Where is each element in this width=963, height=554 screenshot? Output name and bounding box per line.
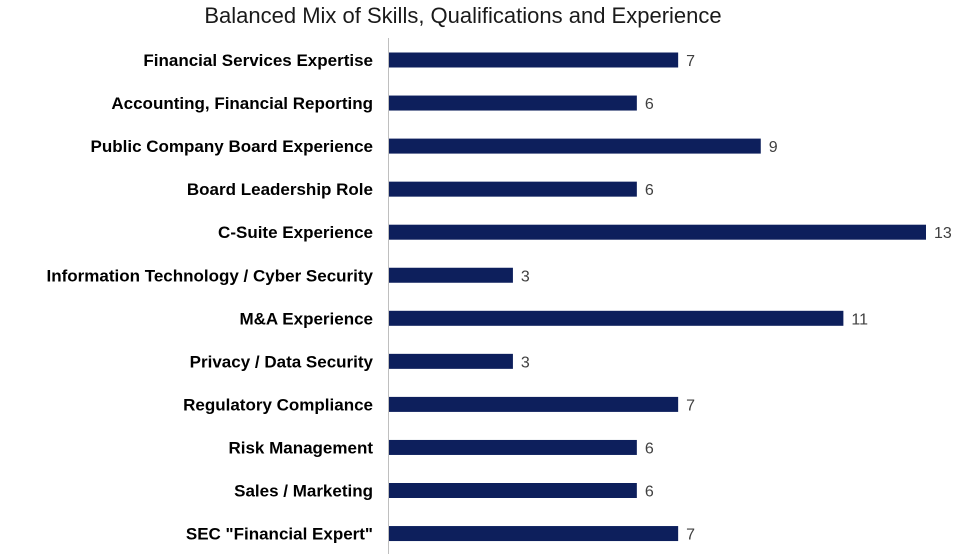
category-label: Accounting, Financial Reporting bbox=[111, 94, 373, 113]
bar bbox=[389, 225, 926, 240]
bar bbox=[389, 96, 637, 111]
data-label: 6 bbox=[645, 440, 654, 457]
category-label: Privacy / Data Security bbox=[190, 352, 374, 371]
bars-group: Financial Services Expertise 7 Accounting,… bbox=[46, 51, 951, 544]
data-label: 7 bbox=[686, 397, 695, 414]
bar bbox=[389, 526, 678, 541]
category-label: SEC "Financial Expert" bbox=[186, 525, 373, 544]
category-label: M&A Experience bbox=[239, 309, 373, 328]
category-label: Information Technology / Cyber Security bbox=[46, 266, 373, 285]
category-label: Public Company Board Experience bbox=[91, 137, 373, 156]
data-label: 7 bbox=[686, 53, 695, 70]
data-label: 7 bbox=[686, 527, 695, 544]
bar bbox=[389, 397, 678, 412]
bar bbox=[389, 311, 843, 326]
data-label: 3 bbox=[521, 268, 530, 285]
bar bbox=[389, 483, 637, 498]
category-label: Regulatory Compliance bbox=[183, 395, 373, 414]
data-label: 6 bbox=[645, 484, 654, 501]
data-label: 3 bbox=[521, 354, 530, 371]
bar bbox=[389, 268, 513, 283]
bar bbox=[389, 440, 637, 455]
data-label: 6 bbox=[645, 96, 654, 113]
data-label: 11 bbox=[851, 311, 868, 328]
bar bbox=[389, 53, 678, 68]
category-label: C-Suite Experience bbox=[218, 223, 373, 242]
category-label: Risk Management bbox=[228, 438, 373, 457]
data-label: 9 bbox=[769, 139, 778, 156]
data-label: 6 bbox=[645, 182, 654, 199]
bar bbox=[389, 354, 513, 369]
data-label: 13 bbox=[934, 225, 952, 242]
category-label: Financial Services Expertise bbox=[143, 51, 373, 70]
chart-title: Balanced Mix of Skills, Qualifications a… bbox=[204, 3, 721, 28]
bar bbox=[389, 139, 761, 154]
category-label: Sales / Marketing bbox=[234, 482, 373, 501]
category-label: Board Leadership Role bbox=[187, 180, 373, 199]
bar bbox=[389, 182, 637, 197]
